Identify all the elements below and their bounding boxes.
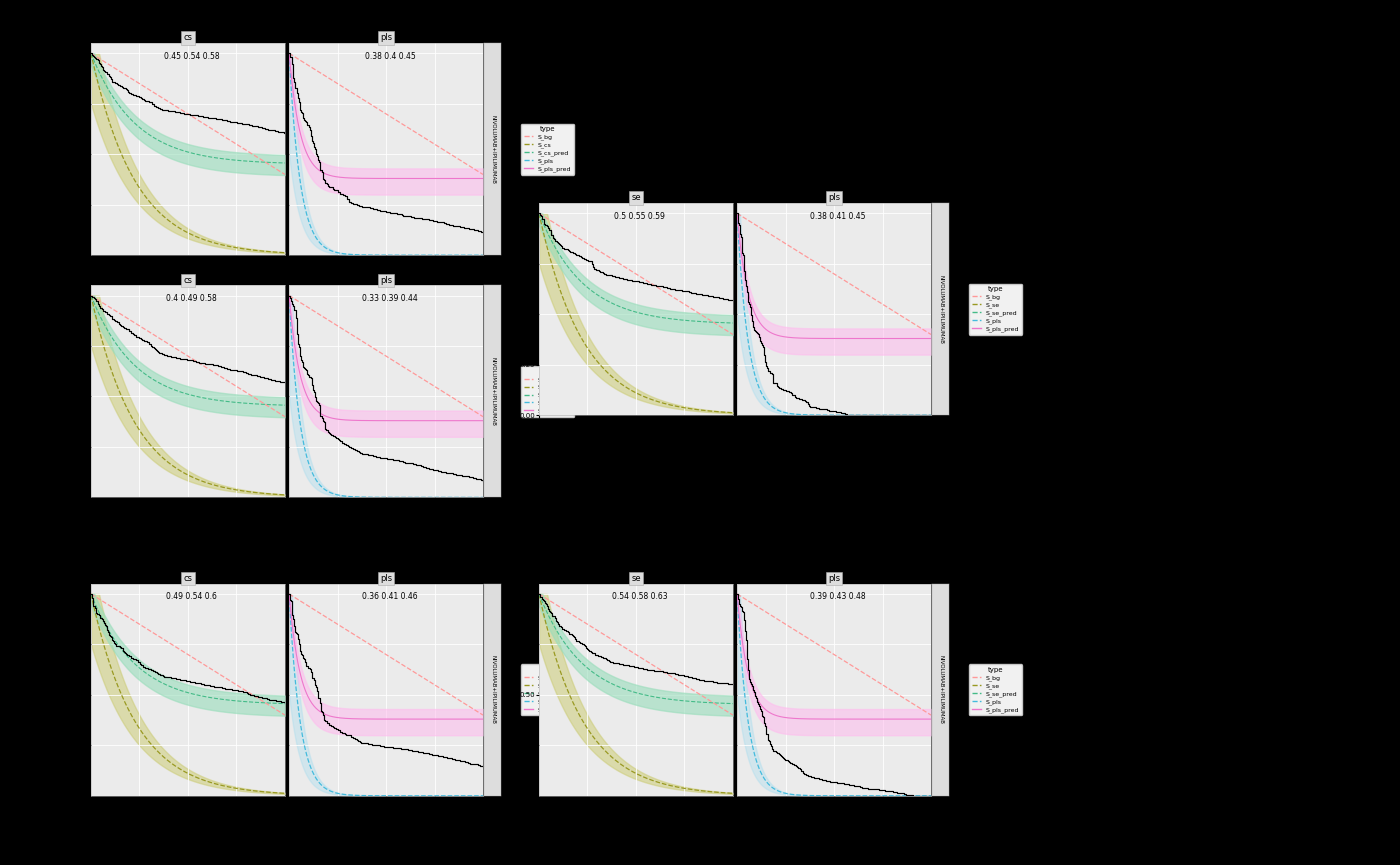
X-axis label: month: month [822, 807, 847, 817]
Y-axis label: Survival: Survival [507, 675, 517, 705]
Text: NIVOLUMAB+IPILIMUMAB: NIVOLUMAB+IPILIMUMAB [490, 115, 496, 183]
Text: NIVOLUMAB+IPILIMUMAB: NIVOLUMAB+IPILIMUMAB [490, 656, 496, 724]
Legend: S_bg, S_se, S_se_pred, S_pls, S_pls_pred: S_bg, S_se, S_se_pred, S_pls, S_pls_pred [969, 664, 1022, 715]
Text: d): d) [508, 173, 524, 186]
X-axis label: month: month [175, 266, 200, 276]
X-axis label: month: month [822, 426, 847, 436]
Text: b): b) [60, 255, 76, 268]
X-axis label: month: month [374, 509, 399, 518]
Text: 0.5 0.55 0.59: 0.5 0.55 0.59 [615, 212, 665, 221]
Text: NIVOLUMAB+IPILIMUMAB: NIVOLUMAB+IPILIMUMAB [490, 357, 496, 426]
Text: 0.45 0.54 0.58: 0.45 0.54 0.58 [164, 52, 220, 61]
Title: cs: cs [183, 276, 192, 285]
Text: 0.4 0.49 0.58: 0.4 0.49 0.58 [167, 294, 217, 303]
Text: a): a) [60, 13, 74, 26]
Text: c): c) [60, 554, 73, 567]
Title: se: se [631, 574, 641, 583]
X-axis label: month: month [175, 807, 200, 817]
Legend: S_bg, S_cs, S_cs_pred, S_pls, S_pls_pred: S_bg, S_cs, S_cs_pred, S_pls, S_pls_pred [521, 664, 574, 715]
Y-axis label: Survival: Survival [59, 376, 69, 407]
X-axis label: month: month [374, 266, 399, 276]
Title: pls: pls [379, 276, 392, 285]
Legend: S_bg, S_cs, S_cs_pred, S_pls, S_pls_pred: S_bg, S_cs, S_cs_pred, S_pls, S_pls_pred [521, 124, 574, 175]
X-axis label: month: month [374, 807, 399, 817]
Text: 0.39 0.43 0.48: 0.39 0.43 0.48 [811, 593, 865, 601]
Title: cs: cs [183, 574, 192, 583]
Text: 0.36 0.41 0.46: 0.36 0.41 0.46 [363, 593, 417, 601]
Text: 0.49 0.54 0.6: 0.49 0.54 0.6 [167, 593, 217, 601]
Text: NIVOLUMAB+IPILIMUMAB: NIVOLUMAB+IPILIMUMAB [938, 275, 944, 343]
Title: pls: pls [827, 574, 840, 583]
Y-axis label: Survival: Survival [507, 294, 517, 324]
Title: cs: cs [183, 34, 192, 42]
Y-axis label: Survival: Survival [59, 134, 69, 164]
X-axis label: month: month [623, 426, 648, 436]
Y-axis label: Survival: Survival [59, 675, 69, 705]
Text: 0.38 0.4 0.45: 0.38 0.4 0.45 [364, 52, 416, 61]
Text: 0.38 0.41 0.45: 0.38 0.41 0.45 [811, 212, 865, 221]
X-axis label: month: month [623, 807, 648, 817]
Title: pls: pls [379, 574, 392, 583]
Text: NIVOLUMAB+IPILIMUMAB: NIVOLUMAB+IPILIMUMAB [938, 656, 944, 724]
Text: 0.33 0.39 0.44: 0.33 0.39 0.44 [363, 294, 417, 303]
X-axis label: month: month [175, 509, 200, 518]
Legend: S_bg, S_se, S_se_pred, S_pls, S_pls_pred: S_bg, S_se, S_se_pred, S_pls, S_pls_pred [969, 284, 1022, 335]
Title: pls: pls [379, 34, 392, 42]
Title: pls: pls [827, 194, 840, 202]
Title: se: se [631, 194, 641, 202]
Text: e): e) [508, 554, 522, 567]
Legend: S_bg, S_cs, S_cs_pred, S_pls, S_pls_pred: S_bg, S_cs, S_cs_pred, S_pls, S_pls_pred [521, 366, 574, 417]
Text: 0.54 0.58 0.63: 0.54 0.58 0.63 [612, 593, 668, 601]
